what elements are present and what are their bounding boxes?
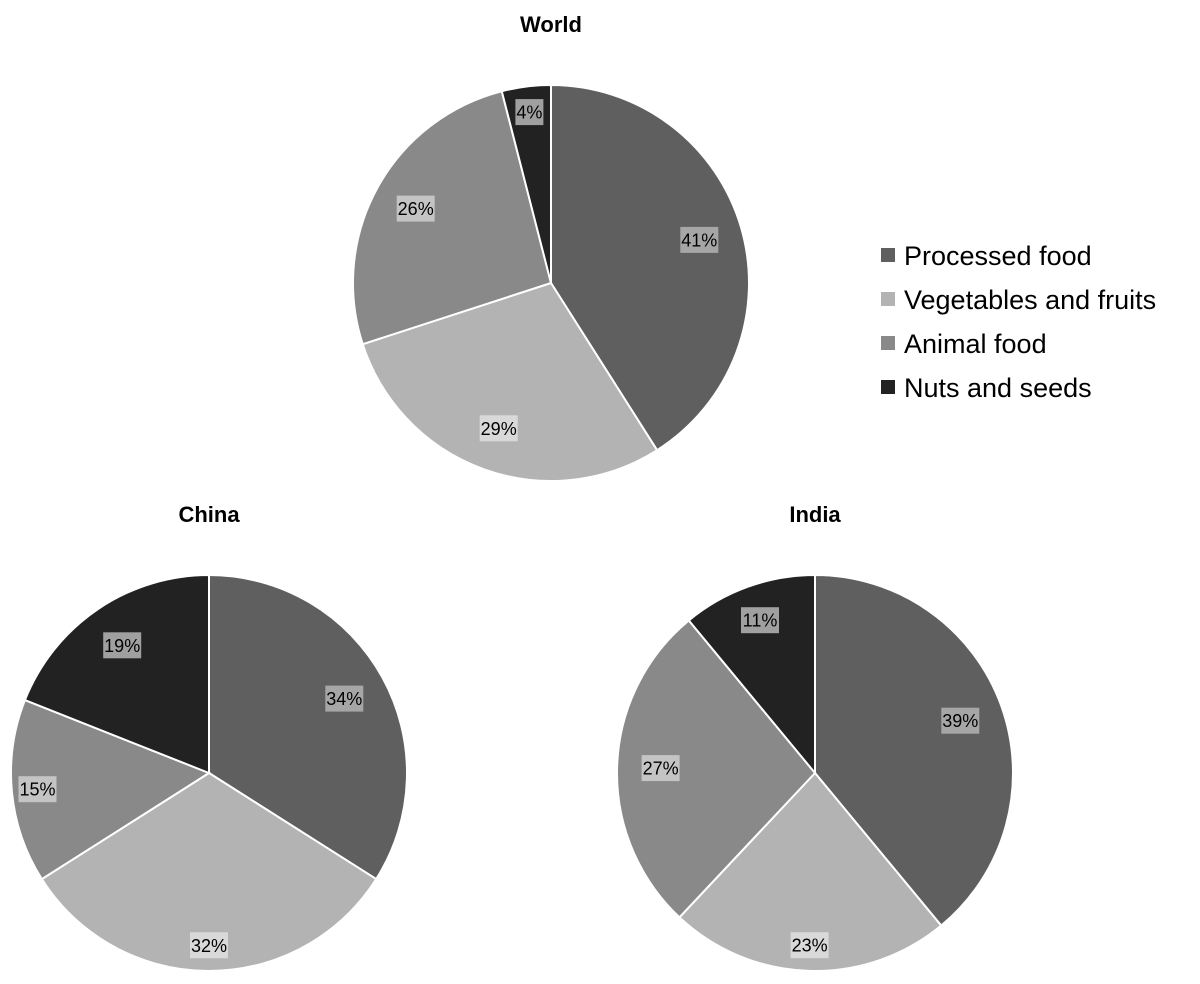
legend-label: Vegetables and fruits (904, 285, 1156, 315)
value-label-box (103, 632, 142, 659)
pie-slice-nuts-and-seeds (687, 573, 816, 776)
pie-slice-vegetables-and-fruits (678, 771, 943, 973)
value-label-nuts-and-seeds: 19% (104, 636, 140, 656)
value-label-box (325, 685, 364, 712)
value-label-box (680, 226, 719, 253)
pie-slice-processed-food (208, 573, 408, 881)
value-label-nuts-and-seeds: 4% (516, 103, 542, 123)
value-label-nuts-and-seeds: 11% (743, 611, 778, 631)
value-label-box (641, 755, 680, 782)
pie-slice-vegetables-and-fruits (40, 771, 378, 973)
legend-item-processed-food: Processed food (881, 241, 1092, 271)
value-label-animal-food: 26% (398, 199, 434, 219)
value-label-processed-food: 41% (681, 230, 717, 250)
chart-title: World (520, 12, 582, 37)
legend-item-nuts-and-seeds: Nuts and seeds (881, 373, 1092, 403)
pie-world: World 41% 29% 26% 4% (352, 12, 750, 482)
legend-swatch (881, 292, 895, 306)
pie-slice-vegetables-and-fruits (361, 281, 659, 482)
value-label-box (741, 607, 779, 634)
legend-item-animal-food: Animal food (881, 329, 1047, 359)
pie-slice-processed-food (814, 573, 1014, 927)
chart-title: China (178, 502, 240, 527)
legend-label: Nuts and seeds (904, 373, 1092, 403)
pie-india: India 39% 23% 27% 11% (615, 502, 1014, 973)
pie-slices (10, 573, 408, 973)
legend-swatch (881, 380, 895, 394)
value-label-box (190, 932, 228, 959)
pie-value-labels: 34% 32% 15% 19% (18, 632, 364, 959)
legend-label: Animal food (904, 329, 1047, 359)
pie-slices (352, 83, 750, 482)
chart-title: India (789, 502, 841, 527)
pie-slice-animal-food (10, 698, 212, 881)
pie-slice-nuts-and-seeds (23, 573, 210, 775)
pie-slice-processed-food (550, 83, 750, 452)
legend-swatch (881, 248, 895, 262)
value-label-box (396, 195, 435, 222)
value-label-processed-food: 34% (326, 689, 362, 709)
pie-value-labels: 39% 23% 27% 11% (641, 607, 980, 959)
legend-label: Processed food (904, 241, 1092, 271)
value-label-box (479, 415, 518, 442)
value-label-vegetables-and-fruits: 32% (191, 936, 227, 956)
value-label-processed-food: 39% (942, 711, 978, 731)
legend: Processed food Vegetables and fruits Anima… (881, 241, 1156, 403)
value-label-box (790, 932, 829, 959)
value-label-box (18, 776, 57, 803)
value-label-animal-food: 15% (19, 780, 55, 800)
value-label-vegetables-and-fruits: 23% (792, 936, 828, 956)
pie-value-labels: 41% 29% 26% 4% (396, 99, 719, 442)
pie-slice-nuts-and-seeds (500, 83, 552, 284)
value-label-box (941, 707, 980, 734)
pie-slice-animal-food (352, 90, 553, 346)
pie-slices (615, 573, 1014, 973)
legend-item-vegetables-and-fruits: Vegetables and fruits (881, 285, 1156, 315)
pie-china: China 34% 32% 15% 19% (10, 502, 408, 973)
value-label-vegetables-and-fruits: 29% (481, 419, 517, 439)
value-label-box (515, 99, 544, 126)
value-label-animal-food: 27% (643, 759, 679, 779)
legend-swatch (881, 336, 895, 350)
pie-slice-animal-food (615, 619, 817, 919)
